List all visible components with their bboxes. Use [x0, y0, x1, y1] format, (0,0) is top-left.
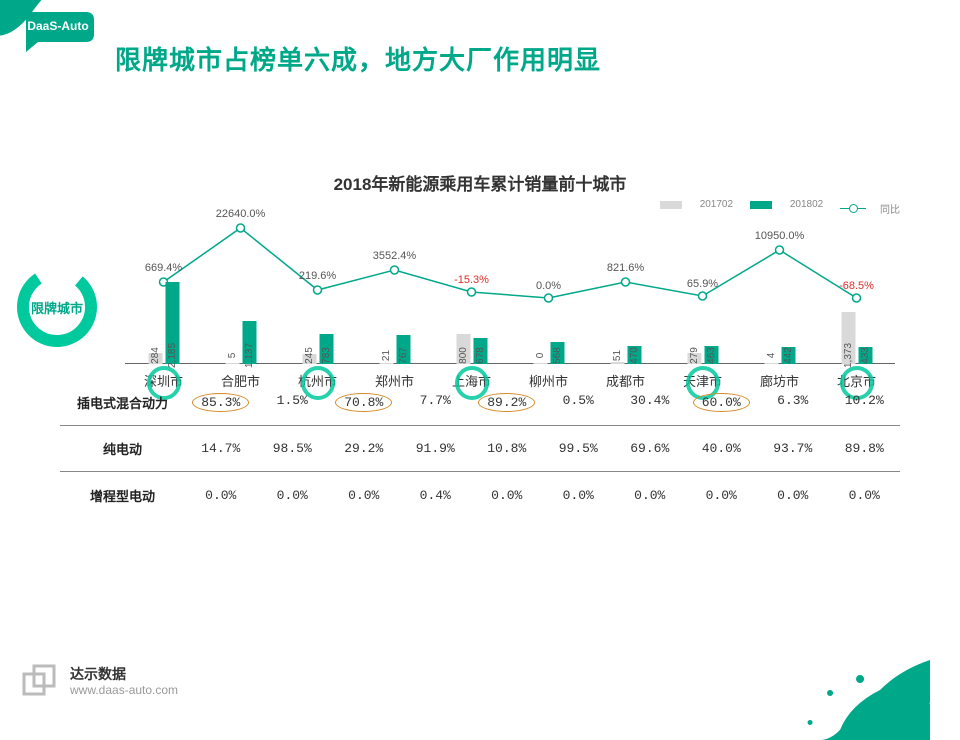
table-cell: 30.4%	[614, 393, 686, 412]
svg-text:DaaS-Auto: DaaS-Auto	[27, 19, 88, 33]
footer: 达示数据 www.daas-auto.com	[20, 662, 178, 702]
brand-logo: DaaS-Auto	[8, 8, 96, 52]
yoy-label: 669.4%	[145, 262, 182, 274]
table-cell: 10.2%	[829, 393, 901, 412]
table-cell: 7.7%	[400, 393, 472, 412]
table-cell: 0.0%	[686, 488, 758, 503]
data-table: 插电式混合动力85.3%1.5%70.8%7.7%89.2%0.5%30.4%6…	[60, 380, 900, 518]
table-cell: 14.7%	[185, 441, 257, 456]
chart-title: 2018年新能源乘用车累计销量前十城市	[60, 170, 900, 195]
table-cell: 0.0%	[328, 488, 400, 503]
table-cell: 0.5%	[543, 393, 615, 412]
yoy-label: 219.6%	[299, 270, 336, 282]
table-cell: 0.0%	[543, 488, 615, 503]
chart-container: 2018年新能源乘用车累计销量前十城市 201702 201802 同比 限牌城…	[60, 170, 900, 400]
table-cell: 0.0%	[257, 488, 329, 503]
yoy-label: 3552.4%	[373, 250, 416, 262]
table-cell: 0.0%	[614, 488, 686, 503]
table-cell: 29.2%	[328, 441, 400, 456]
table-row: 增程型电动0.0%0.0%0.0%0.4%0.0%0.0%0.0%0.0%0.0…	[60, 472, 900, 518]
table-cell: 1.5%	[257, 393, 329, 412]
side-ring-badge: 限牌城市	[15, 265, 99, 349]
table-row: 插电式混合动力85.3%1.5%70.8%7.7%89.2%0.5%30.4%6…	[60, 380, 900, 426]
table-row: 纯电动14.7%98.5%29.2%91.9%10.8%99.5%69.6%40…	[60, 426, 900, 472]
footer-url: www.daas-auto.com	[70, 683, 178, 699]
chart-plot: 2842,185深圳市669.4%51,137合肥市22640.0%245783…	[125, 220, 895, 390]
table-cell: 0.0%	[185, 488, 257, 503]
table-cell: 93.7%	[757, 441, 829, 456]
table-cell: 40.0%	[686, 441, 758, 456]
yoy-label: 10950.0%	[755, 230, 805, 242]
table-cell: 60.0%	[686, 393, 758, 412]
table-cell: 10.8%	[471, 441, 543, 456]
footer-icon	[20, 662, 60, 702]
page-title: 限牌城市占榜单六成，地方大厂作用明显	[115, 40, 601, 77]
table-cell: 99.5%	[543, 441, 615, 456]
table-cell: 98.5%	[257, 441, 329, 456]
row-header: 纯电动	[60, 439, 185, 458]
table-cell: 89.8%	[829, 441, 901, 456]
footer-brand: 达示数据	[70, 665, 178, 683]
row-header: 插电式混合动力	[60, 393, 185, 412]
chart-legend: 201702 201802 同比	[60, 199, 900, 216]
table-cell: 0.0%	[757, 488, 829, 503]
table-cell: 69.6%	[614, 441, 686, 456]
table-cell: 0.0%	[829, 488, 901, 503]
table-cell: 85.3%	[185, 393, 257, 412]
table-cell: 0.0%	[471, 488, 543, 503]
yoy-label: 22640.0%	[216, 208, 266, 220]
table-cell: 6.3%	[757, 393, 829, 412]
table-cell: 0.4%	[400, 488, 472, 503]
yoy-label: 821.6%	[607, 262, 644, 274]
splash-bottom-right	[770, 620, 930, 740]
yoy-label: 65.9%	[687, 278, 718, 290]
table-cell: 70.8%	[328, 393, 400, 412]
page-number: 6	[930, 689, 938, 706]
row-header: 增程型电动	[60, 486, 185, 505]
table-cell: 89.2%	[471, 393, 543, 412]
table-cell: 91.9%	[400, 441, 472, 456]
yoy-label: -15.3%	[454, 274, 489, 286]
yoy-label: -68.5%	[839, 280, 874, 292]
yoy-label: 0.0%	[536, 280, 561, 292]
